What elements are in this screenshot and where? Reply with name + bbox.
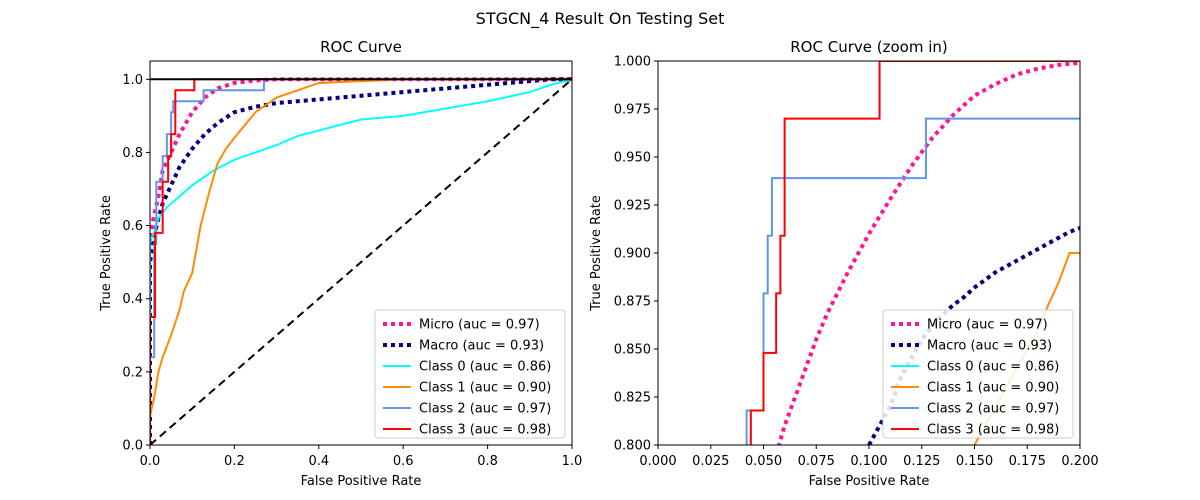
y-tick-label: 0.850 [614,343,651,358]
y-axis-label: True Positive Rate [99,195,114,312]
x-tick-label: 0.050 [745,454,782,469]
series-class-3-line [150,78,572,445]
x-tick-label: 0.100 [850,454,887,469]
legend-entry-label: Micro (auc = 0.97) [419,318,540,333]
y-tick-label: 0.950 [614,151,651,166]
legend-entry-label: Class 0 (auc = 0.86) [927,360,1059,375]
legend: Micro (auc = 0.97) Macro (auc = 0.93) Clas… [882,309,1074,439]
y-tick-label: 0.2 [122,365,143,380]
y-tick-label: 0.800 [614,439,651,454]
x-tick-label: 0.4 [308,454,329,469]
legend-box [374,309,566,439]
series-class-3-line [749,61,1080,445]
legend-entry-label: Class 3 (auc = 0.98) [419,423,551,438]
x-tick-label: 0.000 [639,454,676,469]
axes-title: ROC Curve [320,38,402,56]
legend-entry-label: Macro (auc = 0.93) [927,339,1052,354]
chance-diagonal-line [150,78,572,445]
x-axis-label: False Positive Rate [809,474,930,489]
y-tick-label: 0.825 [614,391,651,406]
series-class-1-line [150,78,572,445]
x-tick-label: 0.0 [140,454,161,469]
x-tick-label: 0.200 [1061,454,1098,469]
series-macro-line [150,77,572,445]
legend-entry-label: Class 2 (auc = 0.97) [927,402,1059,417]
roc-full-panel: 0.0 0.2 0.4 0.6 0.8 1.0 0.0 0.2 0.4 0.6 0.8 1.0 ROC … [99,38,582,489]
x-tick-label: 0.125 [903,454,940,469]
y-tick-label: 1.000 [614,55,651,70]
plot-area [150,77,572,445]
roc-zoom-panel: 0.000 0.025 0.050 0.075 0.100 0.125 0.150 0.175… [589,38,1099,489]
axes-title: ROC Curve (zoom in) [790,38,947,56]
x-tick-label: 0.6 [393,454,414,469]
legend-entry-label: Class 2 (auc = 0.97) [419,402,551,417]
legend-entry-label: Macro (auc = 0.93) [419,339,544,354]
legend-entry-label: Class 0 (auc = 0.86) [419,360,551,375]
x-tick-label: 0.075 [798,454,835,469]
y-tick-label: 0.0 [122,439,143,454]
legend-box [882,309,1074,439]
x-axis-label: False Positive Rate [301,474,422,489]
x-tick-label: 0.2 [224,454,245,469]
legend-entry-label: Micro (auc = 0.97) [927,318,1048,333]
y-tick-label: 1.0 [122,73,143,88]
y-tick-label: 0.925 [614,199,651,214]
series-micro-line [776,61,1080,445]
legend-entry-label: Class 1 (auc = 0.90) [927,381,1059,396]
legend: Micro (auc = 0.97) Macro (auc = 0.93) Clas… [374,309,566,439]
x-tick-label: 0.150 [956,454,993,469]
legend-entry-label: Class 3 (auc = 0.98) [927,423,1059,438]
y-tick-label: 0.6 [122,219,143,234]
legend-entry-label: Class 1 (auc = 0.90) [419,381,551,396]
x-tick-label: 1.0 [562,454,583,469]
y-tick-label: 0.875 [614,295,651,310]
figure-title: STGCN_4 Result On Testing Set [476,9,725,29]
y-axis-label: True Positive Rate [589,195,604,312]
x-tick-label: 0.025 [692,454,729,469]
y-tick-label: 0.975 [614,103,651,118]
x-tick-label: 0.175 [1009,454,1046,469]
axes-frame [149,60,573,446]
x-tick-label: 0.8 [477,454,498,469]
y-tick-label: 0.4 [122,292,143,307]
y-tick-label: 0.8 [122,146,143,161]
y-tick-label: 0.900 [614,247,651,262]
